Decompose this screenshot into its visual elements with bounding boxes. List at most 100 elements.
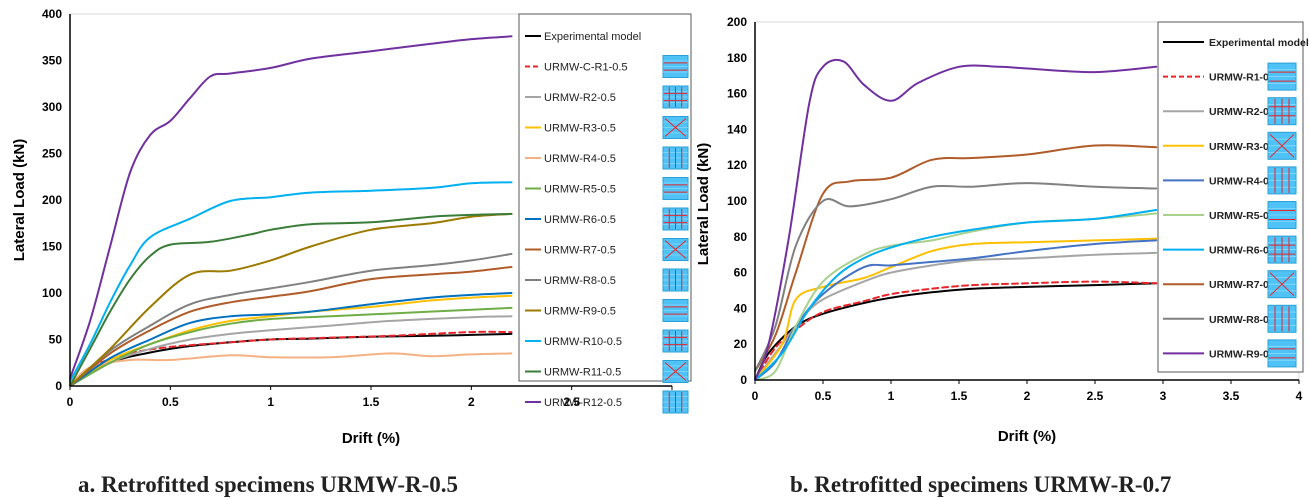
series-lines-a: [69, 35, 513, 387]
legend-label: URMW-R3-0.7: [1209, 141, 1278, 153]
y-axis-title-b: Lateral Load (kN): [695, 143, 712, 266]
y-tick-label: 40: [734, 301, 748, 315]
x-axis-title-b: Drift (%): [998, 428, 1056, 445]
legend-label: URMW-R4-0.7: [1209, 175, 1278, 187]
y-tick-label: 200: [42, 193, 62, 207]
specimen-thumbnail-icon: [662, 390, 689, 414]
series-line-urmw-r11-0-5: [69, 212, 513, 387]
y-tick-label: 120: [727, 158, 747, 172]
series-line-urmw-r10-0-5: [69, 181, 513, 383]
legend-box-a: [518, 13, 692, 382]
x-tick-label: 1.5: [951, 389, 968, 403]
legend-label: URMW-R12-0.5: [544, 397, 622, 409]
legend-label: URMW-R11-0.5: [544, 367, 621, 379]
series-line-urmw-r3-0-7: [754, 237, 1158, 381]
series-line-urmw-r7-0-5: [69, 266, 513, 387]
specimen-thumbnail-icon: [1267, 62, 1297, 91]
y-tick-label: 160: [727, 87, 747, 101]
series-line-urmw-r12-0-5: [69, 35, 513, 380]
specimen-thumbnail-icon: [1267, 131, 1297, 160]
legend-label: Experimental model: [1209, 37, 1309, 49]
legend-label: URMW-R2-0.7: [1209, 106, 1278, 118]
y-tick-label: 150: [42, 240, 62, 254]
specimen-thumbnail-icon: [662, 55, 689, 78]
legend-label: URMW-R4-0.5: [544, 153, 616, 165]
x-tick-label: 2: [1024, 389, 1031, 403]
series-line-urmw-r7-0-7: [754, 144, 1158, 373]
specimen-thumbnail-icon: [662, 299, 689, 322]
specimen-thumbnail-icon: [662, 177, 689, 200]
series-line-urmw-r6-0-7: [754, 209, 1158, 381]
specimen-thumbnail-icon: [662, 268, 689, 292]
x-tick-label: 2.5: [1087, 389, 1104, 403]
legend-label: Experimental model: [544, 31, 641, 43]
legend-b: Experimental model URMW-R1-0.7 URMW-R2-0.7…: [1157, 21, 1309, 373]
y-tick-label: 60: [734, 266, 748, 280]
y-tick-label: 50: [49, 333, 63, 347]
series-line-urmw-r4-0-5: [69, 352, 513, 387]
x-tick-label: 3: [1160, 389, 1167, 403]
y-tick-label: 100: [727, 194, 747, 208]
legend-label: URMW-R2-0.5: [544, 92, 616, 104]
series-line-urmw-r8-0-5: [69, 252, 513, 387]
chart-b: 0 20 40 60 80 100 120 140 160 180 200 0 0.5 1 1.5 2 2.5…: [695, 15, 1309, 497]
legend-label: URMW-R8-0.5: [544, 275, 616, 287]
y-tick-label: 300: [42, 100, 62, 114]
specimen-thumbnail-icon: [1267, 97, 1297, 126]
series-line-urmw-r4-0-7: [754, 239, 1158, 381]
legend-label: URMW-R5-0.7: [1209, 210, 1278, 222]
specimen-thumbnail-icon: [662, 238, 689, 261]
x-tick-label: 1.5: [363, 395, 380, 409]
specimen-thumbnail-icon: [662, 329, 689, 353]
legend-label: URMW-C-R1-0.5: [544, 62, 628, 74]
series-line-urmw-r2-0-5: [69, 315, 513, 387]
legend-a: Experimental model URMW-C-R1-0.5 URMW-R2-0…: [518, 13, 692, 414]
y-tick-label: 180: [727, 51, 747, 65]
x-tick-label: 2.5: [563, 395, 580, 409]
y-tick-label: 0: [55, 379, 62, 393]
legend-label: URMW-R3-0.5: [544, 123, 616, 135]
x-tick-label: 0: [67, 395, 74, 409]
y-tick-labels-a: 0 50 100 150 200 250 300 350 400: [42, 7, 62, 393]
y-tick-label: 400: [42, 7, 62, 21]
legend-label: URMW-R7-0.5: [544, 245, 616, 257]
y-tick-labels-b: 0 20 40 60 80 100 120 140 160 180 200: [727, 15, 747, 387]
legend-label: URMW-R1-0.7: [1209, 72, 1278, 84]
specimen-thumbnail-icon: [1267, 304, 1297, 333]
caption-b: b. Retrofitted specimens URMW-R-0.7: [790, 472, 1171, 497]
specimen-thumbnail-icon: [1267, 201, 1297, 229]
specimen-thumbnail-icon: [662, 360, 689, 383]
y-tick-label: 80: [734, 230, 748, 244]
specimen-thumbnail-icon: [662, 146, 689, 170]
legend-label: URMW-R10-0.5: [544, 336, 622, 348]
y-tick-label: 140: [727, 122, 747, 136]
series-line-urmw-c-r1-0-5: [69, 330, 513, 387]
legend-label: URMW-R6-0.7: [1209, 245, 1278, 257]
y-axis-title-a: Lateral Load (kN): [11, 139, 28, 262]
x-tick-label: 1: [888, 389, 895, 403]
y-tick-label: 100: [42, 286, 62, 300]
x-tick-label: 0.5: [815, 389, 832, 403]
x-tick-label: 3.5: [1223, 389, 1240, 403]
legend-label: URMW-R6-0.5: [544, 214, 616, 226]
x-tick-labels-b: 0 0.5 1 1.5 2 2.5 3 3.5 4: [752, 380, 1303, 403]
series-line-experimental-model: [754, 282, 1158, 381]
y-tick-label: 0: [740, 373, 747, 387]
x-axis-title-a: Drift (%): [342, 430, 400, 447]
y-tick-label: 350: [42, 54, 62, 68]
legend-label: URMW-R9-0.5: [544, 306, 616, 318]
legend-label: URMW-R5-0.5: [544, 184, 616, 196]
y-tick-label: 20: [734, 337, 748, 351]
y-tick-label: 200: [727, 15, 747, 29]
series-line-urmw-r6-0-5: [69, 292, 513, 387]
specimen-thumbnail-icon: [1267, 235, 1297, 264]
legend-label: URMW-R9-0.7: [1209, 348, 1278, 360]
series-lines-b: [754, 58, 1158, 381]
series-line-urmw-r8-0-7: [754, 182, 1158, 373]
x-tick-label: 0: [752, 389, 759, 403]
specimen-thumbnail-icon: [1267, 270, 1297, 299]
x-tick-label: 1: [267, 395, 274, 409]
x-tick-label: 0.5: [162, 395, 179, 409]
